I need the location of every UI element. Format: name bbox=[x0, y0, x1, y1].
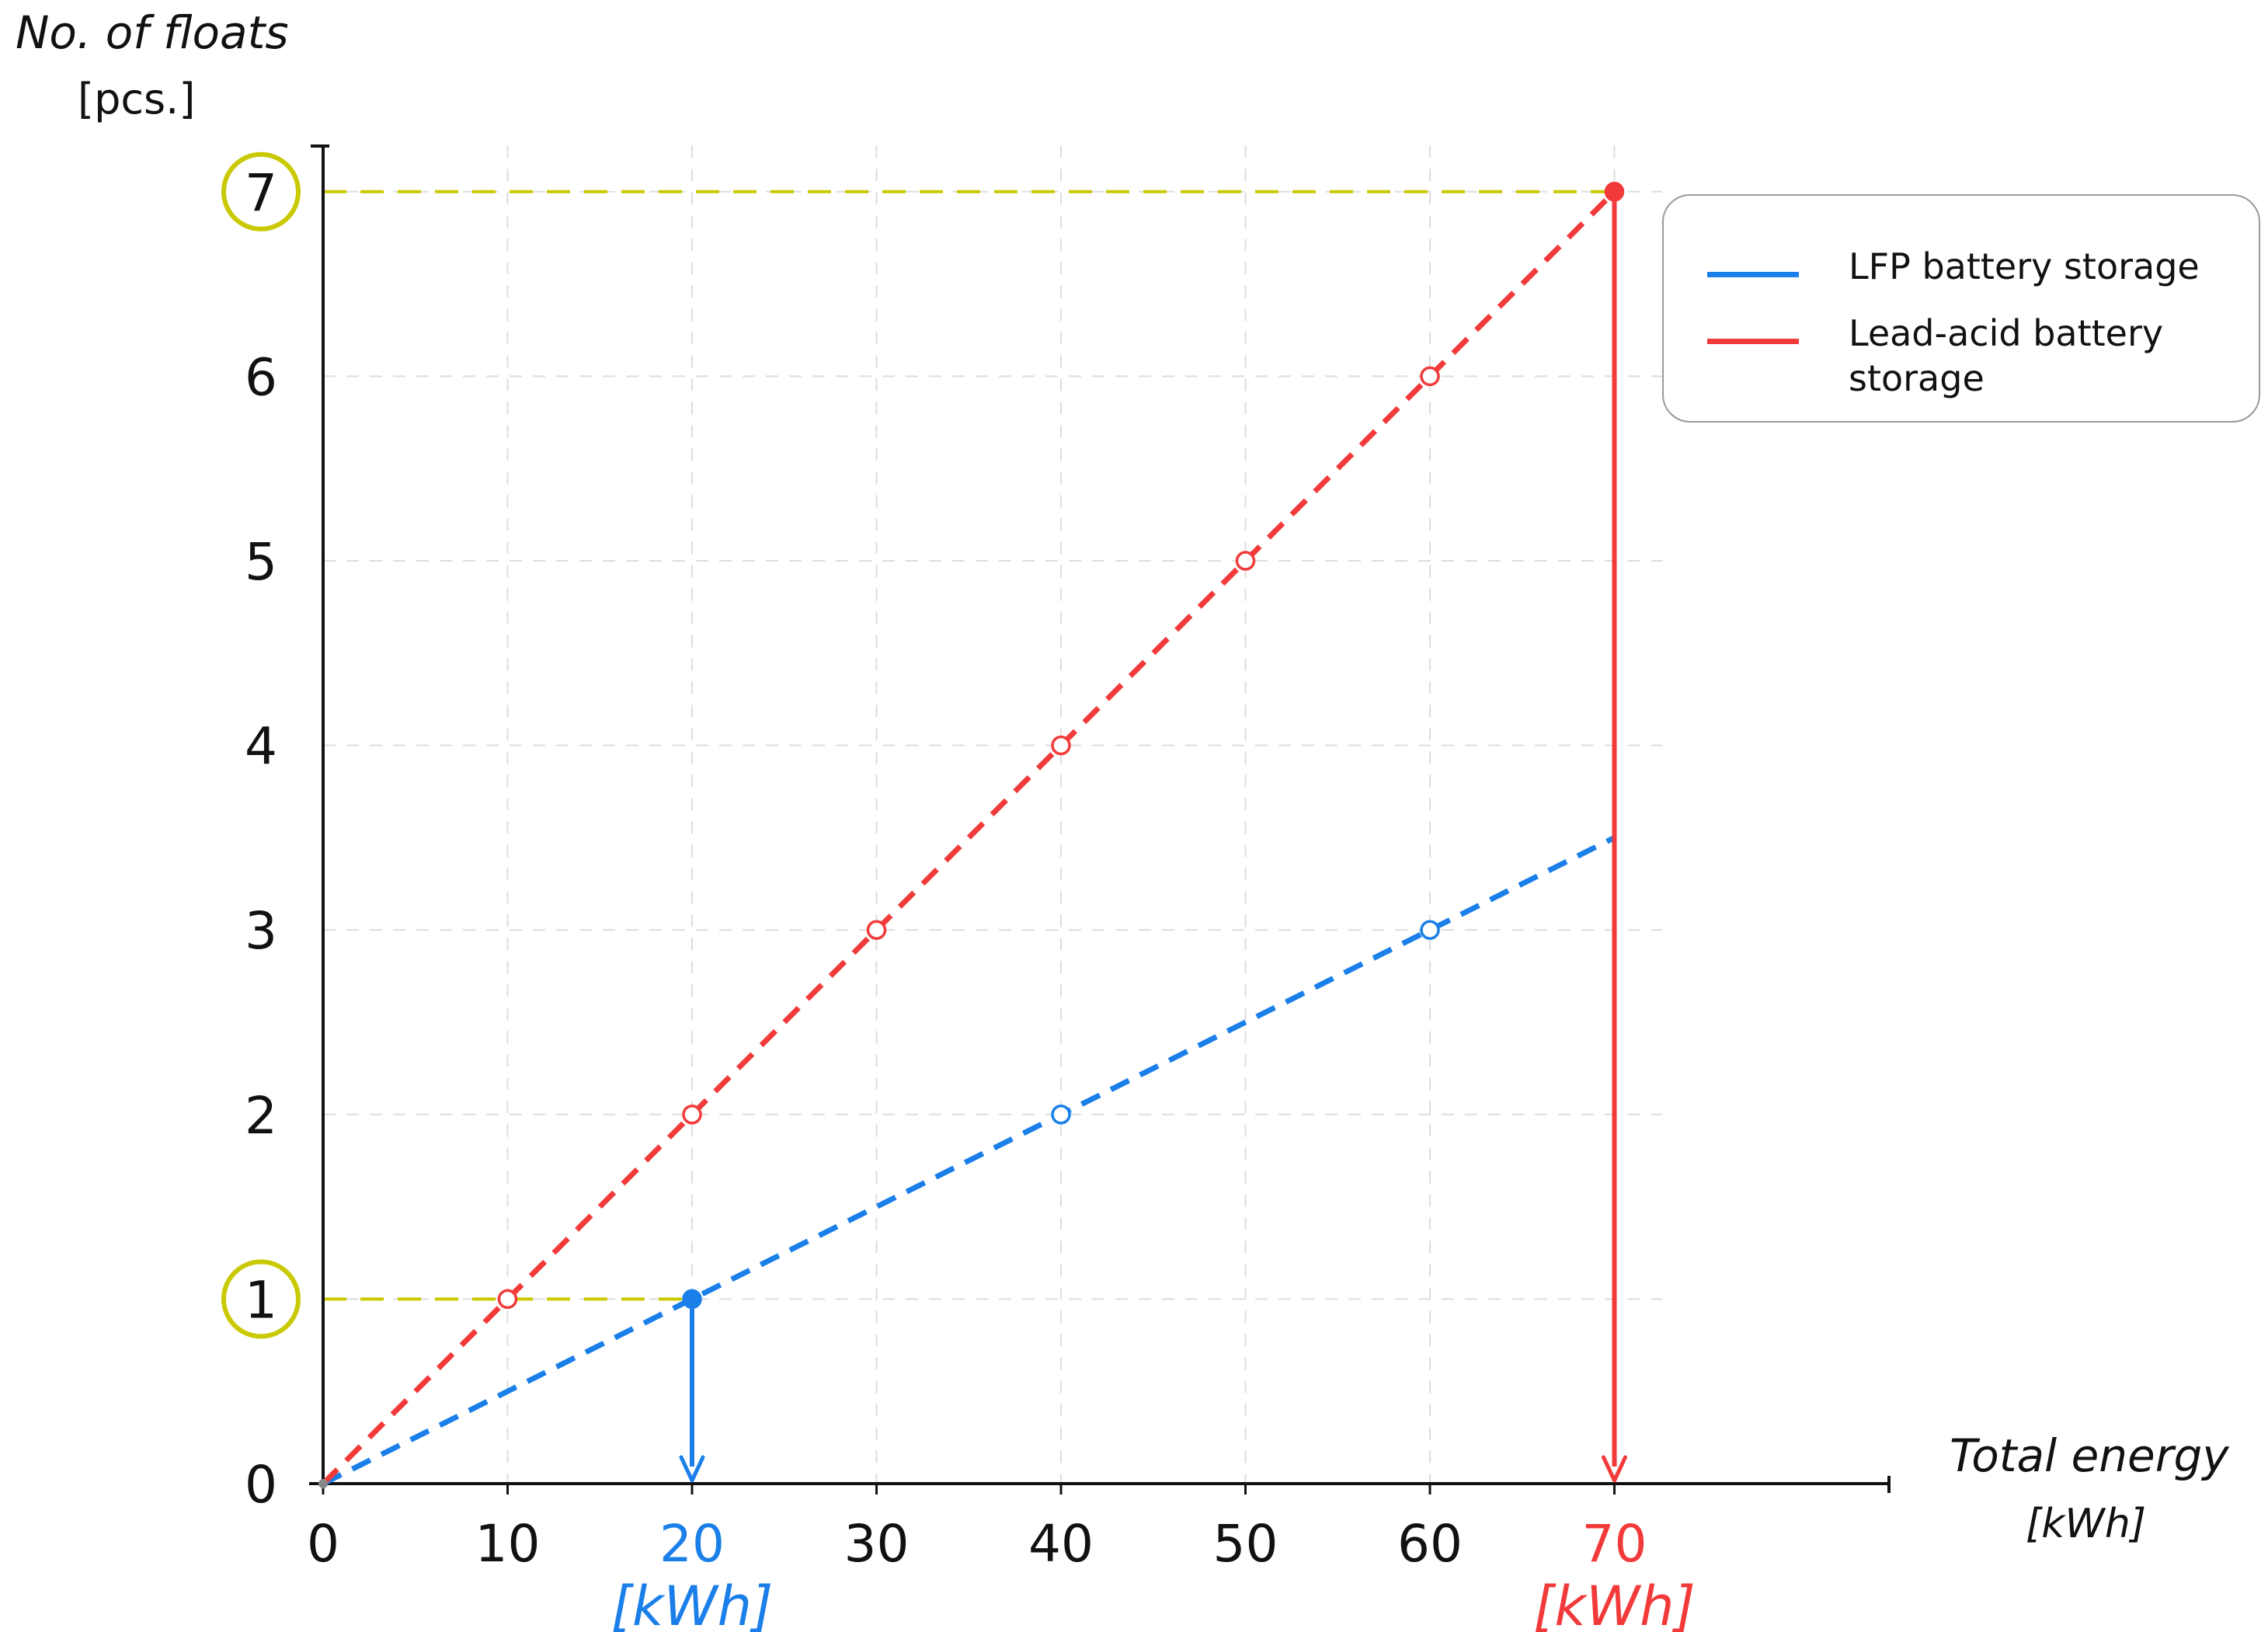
x-tick-label-40: 40 bbox=[1028, 1514, 1094, 1574]
x-tick-label-10: 10 bbox=[475, 1514, 541, 1574]
series-line-1 bbox=[321, 190, 1616, 1486]
x-unit-label-70: [kWh] bbox=[1533, 1575, 1696, 1632]
x-tick-label-70: 70 bbox=[1582, 1514, 1647, 1574]
y-tick-label-0: 0 bbox=[245, 1455, 277, 1515]
y-tick-label-4: 4 bbox=[245, 717, 277, 777]
y-tick-label-5: 5 bbox=[245, 532, 277, 592]
x-tick-label-60: 60 bbox=[1397, 1514, 1463, 1574]
legend-item-lfp: LFP battery storage bbox=[1707, 244, 2221, 289]
legend-label-lead-acid: Lead-acid battery storage bbox=[1849, 312, 2164, 399]
x-tick-label-20: 20 bbox=[659, 1514, 725, 1574]
series-line-0 bbox=[322, 835, 1616, 1487]
x-unit-label-20: [kWh] bbox=[611, 1575, 774, 1632]
data-point-s0-x40 bbox=[1051, 1105, 1071, 1125]
data-point-s1-x10 bbox=[497, 1289, 518, 1310]
data-point-s1-x60 bbox=[1420, 366, 1440, 387]
chart-legend: LFP battery storage Lead-acid battery st… bbox=[1662, 194, 2260, 423]
data-point-s1-x70 bbox=[1604, 182, 1625, 202]
legend-item-lead-acid: Lead-acid battery storage bbox=[1707, 311, 2221, 401]
legend-swatch-lfp bbox=[1707, 272, 1799, 277]
y-tick-label-1: 1 bbox=[245, 1270, 277, 1330]
y-tick-label-7: 7 bbox=[245, 163, 277, 223]
data-point-s0-x20 bbox=[682, 1289, 702, 1310]
x-tick-label-30: 30 bbox=[844, 1514, 910, 1574]
legend-swatch-lead-acid bbox=[1707, 339, 1799, 344]
y-tick-label-2: 2 bbox=[245, 1086, 277, 1146]
arrow-head-1 bbox=[1602, 1455, 1627, 1483]
y-axis-unit: [pcs.] bbox=[78, 75, 196, 124]
legend-label-lfp: LFP battery storage bbox=[1849, 245, 2200, 287]
axes bbox=[309, 144, 1891, 1495]
y-tick-circle-1 bbox=[221, 1259, 301, 1339]
x-axis-unit: [kWh] bbox=[2026, 1501, 2147, 1547]
y-tick-circle-7 bbox=[221, 151, 301, 231]
data-point-s1-x20 bbox=[682, 1105, 702, 1125]
y-tick-label-3: 3 bbox=[245, 901, 277, 961]
reference-lines bbox=[323, 190, 1615, 1301]
data-point-s1-x50 bbox=[1235, 551, 1256, 571]
y-axis-title: No. of floats bbox=[16, 6, 289, 59]
data-point-s0-x60 bbox=[1420, 920, 1440, 940]
data-point-s1-x30 bbox=[866, 920, 887, 940]
arrow-head-0 bbox=[679, 1455, 705, 1483]
y-tick-label-6: 6 bbox=[245, 347, 277, 407]
x-tick-label-50: 50 bbox=[1213, 1514, 1278, 1574]
x-axis-title: Total energy bbox=[1950, 1429, 2229, 1482]
data-point-s1-x40 bbox=[1051, 735, 1071, 756]
x-tick-label-0: 0 bbox=[307, 1514, 339, 1574]
series-lines bbox=[321, 190, 1627, 1487]
origin-point bbox=[318, 1479, 328, 1488]
data-points bbox=[318, 182, 1625, 1488]
